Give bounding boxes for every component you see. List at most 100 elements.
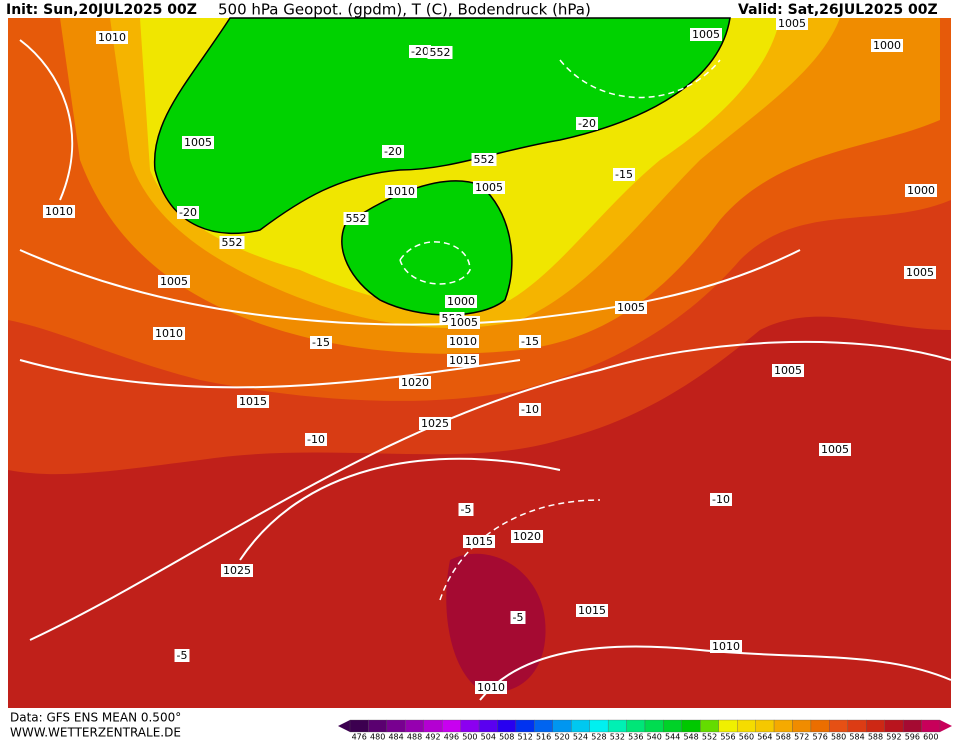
scale-label: 588 — [868, 733, 883, 741]
data-source: Data: GFS ENS MEAN 0.500° — [10, 711, 181, 725]
scale-swatch — [810, 719, 830, 733]
scale-swatch — [552, 719, 572, 733]
scale-label: 596 — [905, 733, 920, 741]
scale-swatch — [515, 719, 535, 733]
label-box — [458, 503, 474, 516]
scale-swatch — [737, 719, 756, 733]
label-box — [519, 403, 541, 416]
label-box — [447, 335, 479, 348]
scale-arrow — [338, 720, 350, 732]
scale-swatch — [534, 719, 553, 733]
contour-label: 1025 — [223, 564, 251, 577]
scale-label: 564 — [757, 733, 772, 741]
contour-label: 1005 — [778, 17, 806, 30]
label-box — [576, 604, 608, 617]
label-box — [510, 611, 526, 624]
label-box — [710, 493, 732, 506]
contour-label: 1010 — [477, 681, 505, 694]
scale-swatch — [349, 719, 369, 733]
contour-label: 1000 — [907, 184, 935, 197]
contour-label: 1015 — [578, 604, 606, 617]
contour-label: -20 — [411, 45, 429, 58]
isotherm — [399, 59, 721, 601]
scale-label: 584 — [849, 733, 864, 741]
scale-swatch — [921, 719, 941, 733]
contour-label: 1020 — [401, 376, 429, 389]
contour-label: 1000 — [447, 295, 475, 308]
scale-label: 480 — [370, 733, 385, 741]
scale-swatch — [644, 719, 664, 733]
contour-label: 1015 — [465, 535, 493, 548]
label-box — [819, 443, 851, 456]
label-box — [772, 364, 804, 377]
scale-swatch — [368, 719, 388, 733]
contour-label: -5 — [177, 649, 188, 662]
contour-label: 1005 — [906, 266, 934, 279]
scale-swatch — [460, 719, 480, 733]
scale-label: 516 — [536, 733, 551, 741]
scale-label: 524 — [573, 733, 588, 741]
contour-label: -20 — [179, 206, 197, 219]
scale-label: 600 — [923, 733, 938, 741]
scale-label: 520 — [554, 733, 569, 741]
scale-arrow — [940, 720, 952, 732]
scale-label: 528 — [591, 733, 606, 741]
scale-label: 484 — [388, 733, 403, 741]
scale-swatch — [866, 719, 885, 733]
label-box — [576, 117, 598, 130]
contour-label: -5 — [513, 611, 524, 624]
scale-label: 548 — [683, 733, 698, 741]
label-box — [519, 335, 541, 348]
scale-swatch — [386, 719, 406, 733]
label-box — [221, 564, 253, 577]
label-box — [463, 535, 495, 548]
label-box — [475, 681, 507, 694]
label-box — [904, 266, 936, 279]
contour-label: 1005 — [617, 301, 645, 314]
scale-label: 512 — [518, 733, 533, 741]
label-box — [447, 354, 479, 367]
scale-swatch — [792, 719, 812, 733]
contour-label: -15 — [521, 335, 539, 348]
scale-swatch — [442, 719, 461, 733]
label-box — [615, 301, 647, 314]
contour-label: 1015 — [449, 354, 477, 367]
scale-label: 568 — [776, 733, 791, 741]
scale-label: 560 — [739, 733, 754, 741]
label-box — [427, 46, 453, 59]
contour-label: -20 — [578, 117, 596, 130]
contour-label: 1015 — [239, 395, 267, 408]
scale-swatch — [902, 719, 922, 733]
scale-label: 572 — [794, 733, 809, 741]
label-box — [690, 28, 722, 41]
contour-label: -10 — [712, 493, 730, 506]
contour-label: 1010 — [449, 335, 477, 348]
label-box — [382, 145, 404, 158]
scale-label: 544 — [665, 733, 680, 741]
scale-swatch — [589, 719, 609, 733]
scale-swatch — [847, 719, 867, 733]
scale-swatch — [663, 719, 683, 733]
website: WWW.WETTERZENTRALE.DE — [10, 726, 181, 740]
scale-swatch — [718, 719, 738, 733]
contour-label: 1000 — [873, 39, 901, 52]
label-box — [343, 212, 369, 225]
label-box — [96, 31, 128, 44]
contour-label: 1005 — [692, 28, 720, 41]
color-scale: 476 480 484 488 492 496 500 504 508 512 516 520 524 5… — [338, 719, 952, 741]
scale-label: 592 — [886, 733, 901, 741]
label-box — [219, 236, 245, 249]
field — [446, 553, 546, 692]
contour-label: 552 — [222, 236, 243, 249]
contour-label: -15 — [615, 168, 633, 181]
label-box — [177, 206, 199, 219]
label-box — [409, 45, 431, 58]
contour-label: 1005 — [450, 316, 478, 329]
low-area — [341, 180, 513, 316]
contour-label: 1005 — [475, 181, 503, 194]
map-title: 500 hPa Geopot. (gpdm), T (C), Bodendruc… — [218, 1, 591, 19]
contour-label: -15 — [312, 336, 330, 349]
label-box — [871, 39, 903, 52]
scale-label: 488 — [407, 733, 422, 741]
